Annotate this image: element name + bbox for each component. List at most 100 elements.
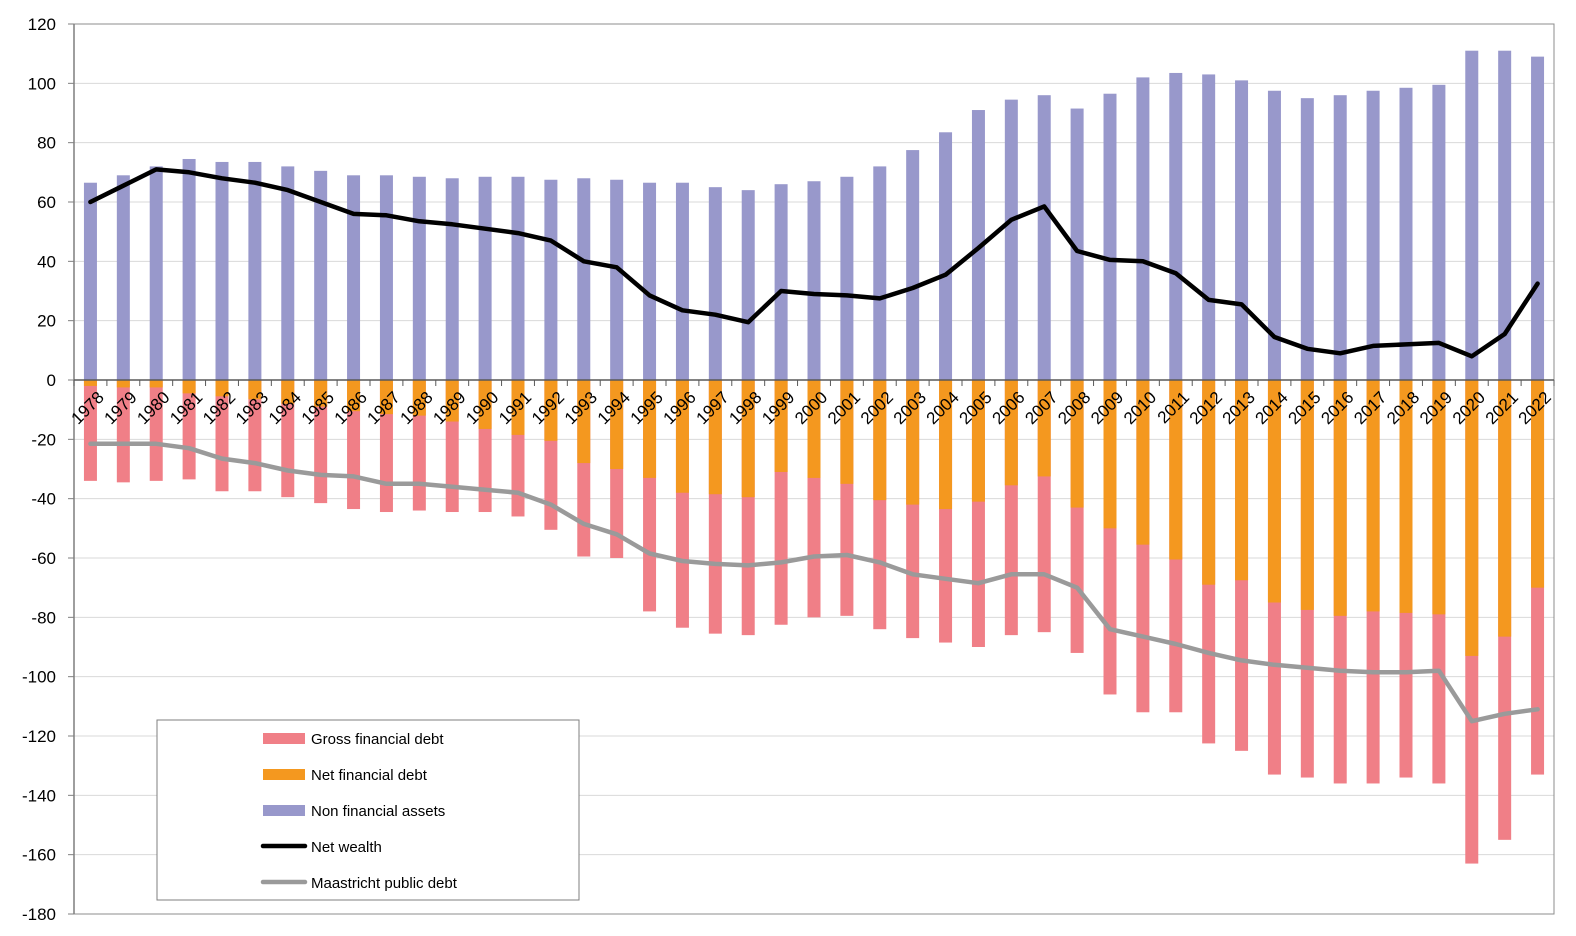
bar-non-financial-assets-2022 xyxy=(1531,56,1545,381)
bar-net-financial-debt-2018 xyxy=(1399,380,1413,613)
bar-net-financial-debt-1993 xyxy=(577,380,591,464)
line-maastricht-public-debt xyxy=(88,441,1540,724)
bar-non-financial-assets-1982 xyxy=(215,161,229,380)
bar-net-financial-debt-1994 xyxy=(610,380,624,469)
legend-swatch-net-financial-debt xyxy=(263,769,305,780)
y-tick-label: 60 xyxy=(37,193,56,212)
bar-gross-financial-debt-1981 xyxy=(182,380,196,480)
bar-net-financial-debt-1996 xyxy=(675,380,689,493)
bar-net-financial-debt-1980 xyxy=(149,380,163,388)
bar-non-financial-assets-1995 xyxy=(643,182,657,380)
bar-net-financial-debt-2004 xyxy=(939,380,953,510)
bar-net-financial-debt-1985 xyxy=(314,380,328,407)
bar-net-financial-debt-1986 xyxy=(347,380,361,412)
bar-non-financial-assets-2018 xyxy=(1399,87,1413,381)
bar-net-financial-debt-1992 xyxy=(544,380,558,441)
bar-net-financial-debt-2011 xyxy=(1169,380,1183,560)
bar-non-financial-assets-1992 xyxy=(544,179,558,380)
bar-non-financial-assets-2012 xyxy=(1202,74,1216,380)
y-tick-label: 40 xyxy=(37,252,56,271)
bar-net-financial-debt-1981 xyxy=(182,380,196,394)
bar-non-financial-assets-2019 xyxy=(1432,84,1446,381)
bar-non-financial-assets-1991 xyxy=(511,176,525,380)
bar-non-financial-assets-1999 xyxy=(774,184,788,380)
bar-non-financial-assets-2002 xyxy=(873,166,887,380)
bar-non-financial-assets-2009 xyxy=(1103,93,1117,380)
bar-net-financial-debt-1987 xyxy=(379,380,393,415)
bar-non-financial-assets-1980 xyxy=(149,166,163,380)
legend-swatch-gross-financial-debt xyxy=(263,733,305,744)
bar-net-financial-debt-2022 xyxy=(1531,380,1545,588)
bar-net-financial-debt-1997 xyxy=(708,380,722,495)
bar-non-financial-assets-2020 xyxy=(1465,50,1479,380)
bar-non-financial-assets-1996 xyxy=(675,182,689,380)
bar-net-financial-debt-1998 xyxy=(741,380,755,498)
bar-non-financial-assets-2015 xyxy=(1300,98,1314,381)
bar-non-financial-assets-1990 xyxy=(478,176,492,380)
bar-non-financial-assets-1998 xyxy=(741,190,755,380)
bar-net-financial-debt-2021 xyxy=(1498,380,1512,637)
bar-non-financial-assets-2014 xyxy=(1267,90,1281,380)
bar-non-financial-assets-1984 xyxy=(281,166,295,380)
bar-non-financial-assets-1978 xyxy=(83,182,97,380)
y-tick-label: -140 xyxy=(22,786,56,805)
bar-net-financial-debt-2002 xyxy=(873,380,887,501)
bar-net-financial-debt-2005 xyxy=(971,380,985,502)
bar-net-financial-debt-2012 xyxy=(1202,380,1216,585)
bar-net-financial-debt-2001 xyxy=(840,380,854,484)
bar-net-financial-debt-2010 xyxy=(1136,380,1150,545)
bar-gross-financial-debt-1980 xyxy=(149,380,163,481)
bar-net-financial-debt-2009 xyxy=(1103,380,1117,529)
bar-net-financial-debt-2017 xyxy=(1366,380,1380,612)
bar-non-financial-assets-2007 xyxy=(1037,95,1051,380)
y-tick-label: -180 xyxy=(22,905,56,924)
y-axis: 120 100 80 60 40 20 0 -20 -40 -60 -80 -100 -120 -140 -… xyxy=(22,15,75,924)
lines xyxy=(88,167,1540,724)
legend-label: Net financial debt xyxy=(311,767,428,784)
bar-non-financial-assets-1986 xyxy=(347,175,361,380)
bar-net-financial-debt-2015 xyxy=(1300,380,1314,610)
bar-non-financial-assets-2016 xyxy=(1333,95,1347,380)
bars xyxy=(83,50,1545,864)
bar-non-financial-assets-2006 xyxy=(1004,99,1018,381)
y-tick-label: -80 xyxy=(31,608,56,627)
bar-non-financial-assets-2017 xyxy=(1366,90,1380,380)
bar-gross-financial-debt-1982 xyxy=(215,380,229,492)
bar-non-financial-assets-2011 xyxy=(1169,72,1183,380)
bar-non-financial-assets-1989 xyxy=(445,178,459,380)
bar-non-financial-assets-2013 xyxy=(1235,80,1249,380)
bar-non-financial-assets-1997 xyxy=(708,187,722,380)
y-tick-label: 0 xyxy=(47,371,56,390)
bar-net-financial-debt-2008 xyxy=(1070,380,1084,508)
legend-label: Net wealth xyxy=(311,839,382,856)
bar-non-financial-assets-2000 xyxy=(807,181,821,380)
y-tick-label: -40 xyxy=(31,490,56,509)
bar-non-financial-assets-1981 xyxy=(182,158,196,380)
y-tick-label: 120 xyxy=(28,15,56,34)
legend-swatch-non-financial-assets xyxy=(263,805,305,816)
legend-label: Maastricht public debt xyxy=(311,875,458,892)
bar-net-financial-debt-1982 xyxy=(215,380,229,397)
bar-net-financial-debt-1988 xyxy=(412,380,426,416)
bar-net-financial-debt-2003 xyxy=(906,380,920,505)
bar-net-financial-debt-1984 xyxy=(281,380,295,404)
bar-net-financial-debt-2020 xyxy=(1465,380,1479,656)
legend-label: Gross financial debt xyxy=(311,731,444,748)
bar-net-financial-debt-2016 xyxy=(1333,380,1347,616)
bar-net-financial-debt-2014 xyxy=(1267,380,1281,603)
y-tick-label: -20 xyxy=(31,430,56,449)
y-tick-label: -120 xyxy=(22,727,56,746)
y-tick-label: 20 xyxy=(37,312,56,331)
bar-net-financial-debt-1991 xyxy=(511,380,525,435)
bar-net-financial-debt-1979 xyxy=(116,380,130,388)
bar-non-financial-assets-2021 xyxy=(1498,50,1512,380)
line-net-wealth xyxy=(88,167,1540,359)
bar-non-financial-assets-2008 xyxy=(1070,108,1084,381)
y-tick-label: -100 xyxy=(22,668,56,687)
legend-box xyxy=(156,719,580,901)
bar-non-financial-assets-1979 xyxy=(116,175,130,380)
bar-non-financial-assets-2010 xyxy=(1136,77,1150,381)
bar-net-financial-debt-2013 xyxy=(1235,380,1249,581)
bar-non-financial-assets-1988 xyxy=(412,176,426,380)
